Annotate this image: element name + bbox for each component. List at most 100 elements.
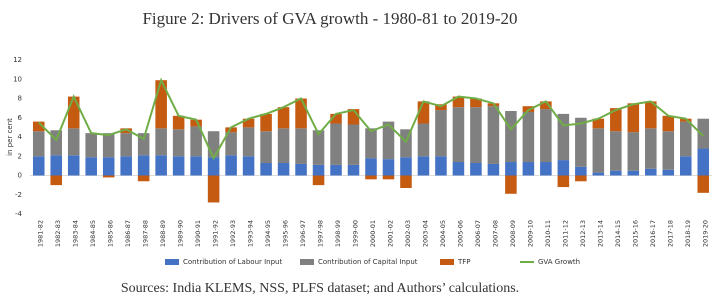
bar-segment — [645, 101, 657, 129]
x-tick-label: 2018-19 — [684, 220, 692, 247]
x-tick-label: 2006-07 — [474, 220, 482, 247]
bar-segment — [417, 156, 430, 176]
y-tick-label: 2 — [18, 152, 22, 160]
bar-segment — [120, 133, 132, 157]
bar-segment — [207, 131, 220, 158]
bar-segment — [67, 155, 80, 176]
bar-segment — [242, 127, 255, 157]
bar-segment — [610, 108, 622, 132]
bar-segment — [155, 128, 167, 156]
bar-segment — [470, 98, 482, 108]
bar-segment — [67, 96, 80, 129]
source-note: Sources: India KLEMS, NSS, PLFS dataset;… — [121, 281, 519, 296]
bar-segment — [697, 175, 710, 193]
bar-segment — [330, 164, 342, 176]
x-tick-label: 2003-04 — [421, 220, 429, 247]
bar-segment — [435, 110, 447, 157]
bar-segment — [470, 162, 482, 176]
bar-segment — [697, 148, 710, 176]
x-tick-label: 2017-18 — [666, 220, 674, 247]
bar-segment — [347, 109, 360, 125]
bar-segment — [540, 109, 552, 163]
legend-label: Contribution of Labour Input — [183, 258, 282, 266]
bar-segment — [382, 175, 395, 180]
bar-segment — [120, 128, 132, 134]
x-tick-label: 1999-00 — [352, 220, 360, 247]
legend-label: GVA Growth — [538, 258, 580, 266]
bar-segment — [277, 107, 290, 129]
bar-segment — [505, 175, 517, 194]
y-tick-label: 12 — [13, 56, 22, 64]
bar-segment — [487, 163, 500, 176]
x-tick-label: 2010-11 — [544, 220, 552, 247]
x-tick-label: 1997-98 — [317, 220, 325, 247]
bar-segment — [260, 162, 272, 176]
x-tick-label: 2000-01 — [369, 220, 377, 247]
x-tick-label: 1990-91 — [194, 220, 202, 247]
bar-segment — [592, 128, 605, 173]
x-tick-label: 1998-99 — [334, 220, 342, 247]
bar-segment — [382, 159, 395, 176]
bar-segment — [190, 156, 202, 176]
legend-label: TFP — [457, 258, 471, 266]
x-tick-label: 2012-13 — [579, 220, 587, 247]
bar-segment — [172, 156, 185, 176]
bar-segment — [505, 111, 517, 163]
bar-segment — [172, 129, 185, 157]
bar-segment — [242, 156, 255, 176]
bar-segment — [575, 175, 587, 182]
bar-segment — [137, 155, 150, 176]
legend-swatch — [300, 259, 314, 265]
bar-segment — [277, 162, 290, 176]
bar-segment — [679, 118, 692, 122]
bar-segment — [330, 113, 342, 124]
bar-segment — [102, 157, 115, 176]
bar-segment — [32, 131, 45, 157]
bar-segment — [67, 128, 80, 156]
bar-segment — [435, 156, 447, 176]
x-tick-label: 2015-16 — [631, 220, 639, 247]
bar-segment — [452, 107, 465, 163]
y-tick-label: 4 — [18, 133, 23, 141]
bar-segment — [155, 155, 167, 176]
x-tick-label: 1986-87 — [124, 220, 132, 247]
bar-segment — [295, 98, 307, 129]
bar-segment — [470, 107, 482, 163]
bar-segment — [207, 175, 220, 203]
bar-segment — [347, 124, 360, 165]
x-tick-label: 1988-89 — [159, 220, 167, 247]
bar-segment — [137, 175, 150, 182]
bar-segment — [697, 118, 710, 149]
y-tick-label: 0 — [18, 172, 22, 180]
x-tick-label: 1983-84 — [72, 220, 80, 247]
x-tick-label: 1994-95 — [264, 220, 272, 247]
bar-segment — [627, 132, 640, 171]
bar-segment — [50, 155, 63, 176]
bar-segment — [277, 128, 290, 163]
chart-title: Figure 2: Drivers of GVA growth - 1980-8… — [142, 9, 517, 28]
bar-segment — [522, 111, 535, 163]
legend-swatch — [165, 259, 179, 265]
bar-segment — [225, 132, 237, 156]
y-tick-label: -4 — [15, 210, 23, 218]
bar-segment — [522, 162, 535, 176]
legend-swatch — [440, 259, 454, 265]
bar-segment — [400, 129, 412, 158]
bar-segment — [452, 162, 465, 176]
x-tick-label: 2007-08 — [491, 220, 499, 247]
x-tick-label: 2002-03 — [404, 220, 412, 247]
x-tick-label: 2019-20 — [701, 220, 709, 247]
bar-segment — [32, 156, 45, 176]
x-tick-label: 1982-83 — [54, 220, 62, 247]
bar-segment — [417, 101, 430, 124]
bar-segment — [487, 106, 500, 164]
bar-segment — [575, 117, 587, 167]
x-tick-label: 2009-10 — [526, 220, 534, 247]
line-series — [38, 77, 704, 161]
bar-segment — [662, 131, 675, 170]
y-tick-label: -2 — [15, 191, 22, 199]
bar-segment — [540, 101, 552, 110]
bar-segment — [32, 121, 45, 132]
bar-segment — [260, 131, 272, 163]
